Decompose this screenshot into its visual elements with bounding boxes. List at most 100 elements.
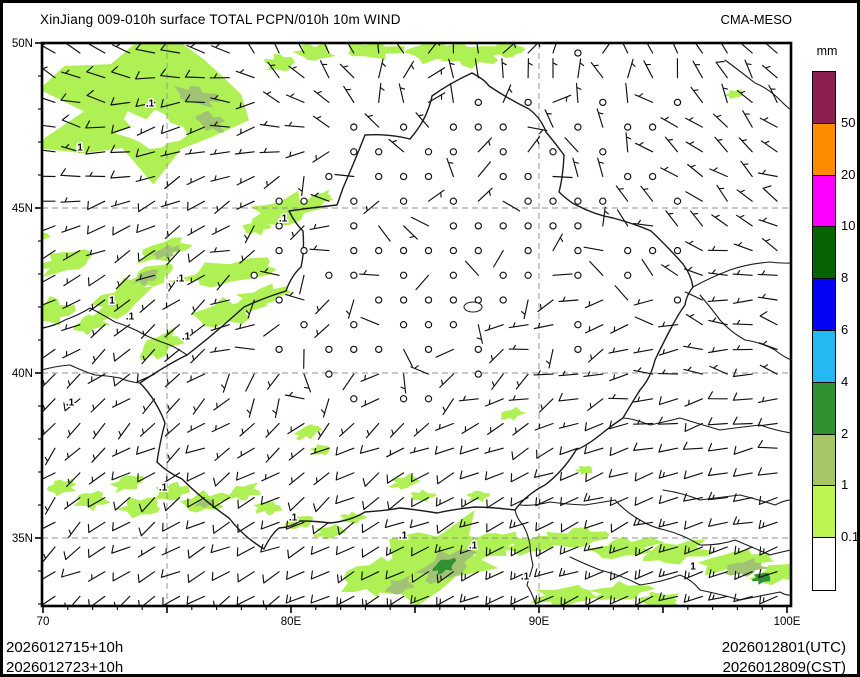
- wind-barb: [187, 200, 205, 211]
- wind-barb: [378, 58, 386, 79]
- wind-barb: [61, 69, 81, 79]
- wind-barb: [757, 417, 778, 427]
- calm-circle: [673, 197, 682, 205]
- wind-barb: [744, 59, 753, 79]
- precip-blob: [384, 575, 415, 595]
- wind-barb: [87, 44, 106, 54]
- wind-barb: [212, 595, 230, 605]
- wind-barb: [734, 570, 753, 580]
- wind-barb: [359, 270, 380, 276]
- calm-circle: [275, 197, 283, 205]
- calm-circle: [648, 246, 657, 255]
- colorbar-block: [813, 227, 835, 280]
- wind-barb: [239, 422, 255, 437]
- wind-barb: [64, 447, 81, 461]
- wind-barb: [449, 83, 454, 103]
- wind-barb: [211, 422, 230, 433]
- calm-circle: [449, 123, 458, 131]
- wind-barb: [634, 569, 654, 580]
- wind-barb: [461, 497, 479, 508]
- wind-barb: [732, 392, 753, 401]
- wind-barb: [757, 467, 778, 476]
- wind-barb: [485, 398, 504, 407]
- wind-barb: [285, 520, 305, 530]
- lon-axis-label: 90E: [529, 616, 550, 628]
- precip-blob: [253, 501, 283, 516]
- wind-barb: [411, 472, 430, 483]
- wind-barb: [742, 110, 753, 128]
- wind-barb: [533, 469, 554, 478]
- calm-circle: [624, 246, 632, 255]
- wind-barb: [43, 299, 56, 306]
- wind-barb: [436, 521, 454, 534]
- calm-circle: [499, 123, 507, 131]
- calm-circle: [399, 172, 408, 181]
- wind-barb: [43, 225, 56, 232]
- wind-barb: [43, 571, 56, 580]
- calm-circle: [449, 296, 458, 304]
- wind-barb: [186, 595, 205, 605]
- wind-barb: [658, 518, 679, 528]
- wind-barb: [664, 136, 679, 153]
- wind-barb: [213, 398, 230, 411]
- wind-barb: [214, 200, 230, 214]
- colorbar-tick-label: 8: [841, 270, 849, 286]
- wind-barb: [510, 571, 529, 581]
- precip-blob: [292, 44, 336, 61]
- wind-barb: [161, 546, 181, 556]
- calm-circle: [275, 246, 283, 255]
- calm-circle: [524, 172, 532, 181]
- calm-circle: [624, 271, 632, 279]
- wind-barb: [164, 422, 181, 437]
- wind-barb: [43, 348, 56, 359]
- wind-barb: [683, 342, 703, 350]
- wind-barb: [485, 546, 504, 557]
- wind-barb: [110, 200, 131, 208]
- wind-barb: [409, 519, 430, 529]
- colorbar-unit-label: mm: [816, 44, 838, 58]
- wind-barb: [288, 472, 305, 486]
- wind-barb: [287, 422, 305, 435]
- wind-barb: [361, 521, 380, 534]
- wind-barb: [511, 447, 529, 461]
- calm-circle: [424, 148, 433, 156]
- wind-barb: [214, 447, 230, 462]
- calm-circle: [424, 246, 433, 255]
- wind-barb: [732, 297, 753, 304]
- wind-barb: [235, 323, 255, 330]
- colorbar-block: [813, 72, 835, 124]
- wind-barb: [508, 344, 529, 350]
- wind-barb: [459, 470, 479, 480]
- wind-barb: [63, 398, 81, 412]
- wind-barb: [660, 116, 679, 128]
- wind-barb: [62, 348, 81, 359]
- contour-label: 1: [109, 296, 115, 307]
- wind-barb: [285, 292, 305, 301]
- wind-barb: [493, 250, 504, 268]
- wind-barb: [61, 144, 81, 153]
- wind-barb: [411, 497, 430, 508]
- wind-barb: [536, 447, 554, 459]
- contour-label: .1: [289, 513, 298, 524]
- wind-barb: [191, 299, 205, 315]
- wind-barb: [385, 570, 405, 580]
- precip-colorbar: [812, 71, 836, 591]
- wind-barb: [510, 546, 529, 557]
- wind-barb: [560, 496, 579, 507]
- wind-barb: [135, 98, 156, 107]
- wind-barb: [314, 324, 330, 338]
- precip-blob: [43, 44, 249, 185]
- wind-barb: [184, 94, 205, 103]
- wind-barb: [633, 396, 654, 403]
- wind-barb: [707, 269, 728, 276]
- wind-barb: [66, 44, 81, 54]
- wind-barb: [715, 60, 728, 79]
- wind-barb: [602, 206, 609, 227]
- wind-barb: [714, 136, 728, 153]
- precip-blob: [637, 591, 680, 605]
- wind-barb: [186, 472, 205, 482]
- wind-barb: [239, 250, 255, 264]
- wind-barb: [527, 58, 533, 79]
- wind-barb: [267, 373, 280, 390]
- wind-barb: [738, 137, 753, 153]
